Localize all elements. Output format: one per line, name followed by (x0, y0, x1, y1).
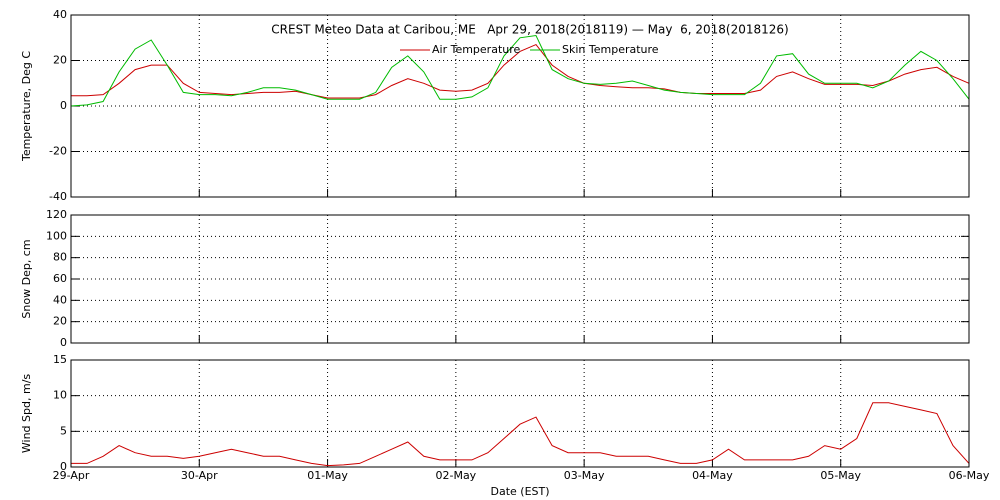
x-tick-label: 06-May (949, 469, 990, 482)
y-tick-label: 40 (53, 8, 67, 21)
y-tick-label: 5 (60, 424, 67, 437)
y-tick-label: -20 (49, 145, 67, 158)
series-line (71, 43, 970, 99)
x-tick-label: 29-Apr (53, 469, 90, 482)
legend-label: Air Temperature (432, 43, 521, 56)
y-tick-label: 15 (53, 353, 67, 366)
y-tick-label: -40 (49, 190, 67, 203)
y-tick-label: 80 (53, 251, 67, 264)
plot-frame (70, 214, 970, 344)
y-tick-label: 0 (60, 99, 67, 112)
y-tick-label: 120 (46, 208, 67, 221)
x-tick-label: 03-May (564, 469, 605, 482)
y-tick-label: 60 (53, 272, 67, 285)
series-line (71, 402, 970, 467)
x-tick-label: 01-May (307, 469, 348, 482)
series-line (70, 34, 970, 107)
y-tick-label: 40 (53, 293, 67, 306)
x-tick-label: 02-May (435, 469, 476, 482)
plot-frame (70, 359, 970, 468)
plot-frame (70, 14, 970, 198)
y-tick-label: 10 (53, 389, 67, 402)
chart-title: CREST Meteo Data at Caribou, ME Apr 29, … (271, 23, 788, 37)
y-tick-label: 20 (53, 315, 67, 328)
y-axis-label: Temperature, Deg C (20, 51, 33, 162)
y-tick-label: 100 (46, 229, 67, 242)
y-tick-label: 0 (60, 460, 67, 473)
x-tick-label: 05-May (820, 469, 861, 482)
x-tick-label: 30-Apr (181, 469, 218, 482)
x-axis-label: Date (EST) (490, 485, 549, 498)
y-axis-label: Snow Dep, cm (20, 239, 33, 318)
x-tick-label: 04-May (692, 469, 733, 482)
y-tick-label: 20 (53, 54, 67, 67)
legend-label: Skin Temperature (562, 43, 659, 56)
y-tick-label: 0 (60, 336, 67, 349)
y-axis-label: Wind Spd, m/s (20, 374, 33, 454)
